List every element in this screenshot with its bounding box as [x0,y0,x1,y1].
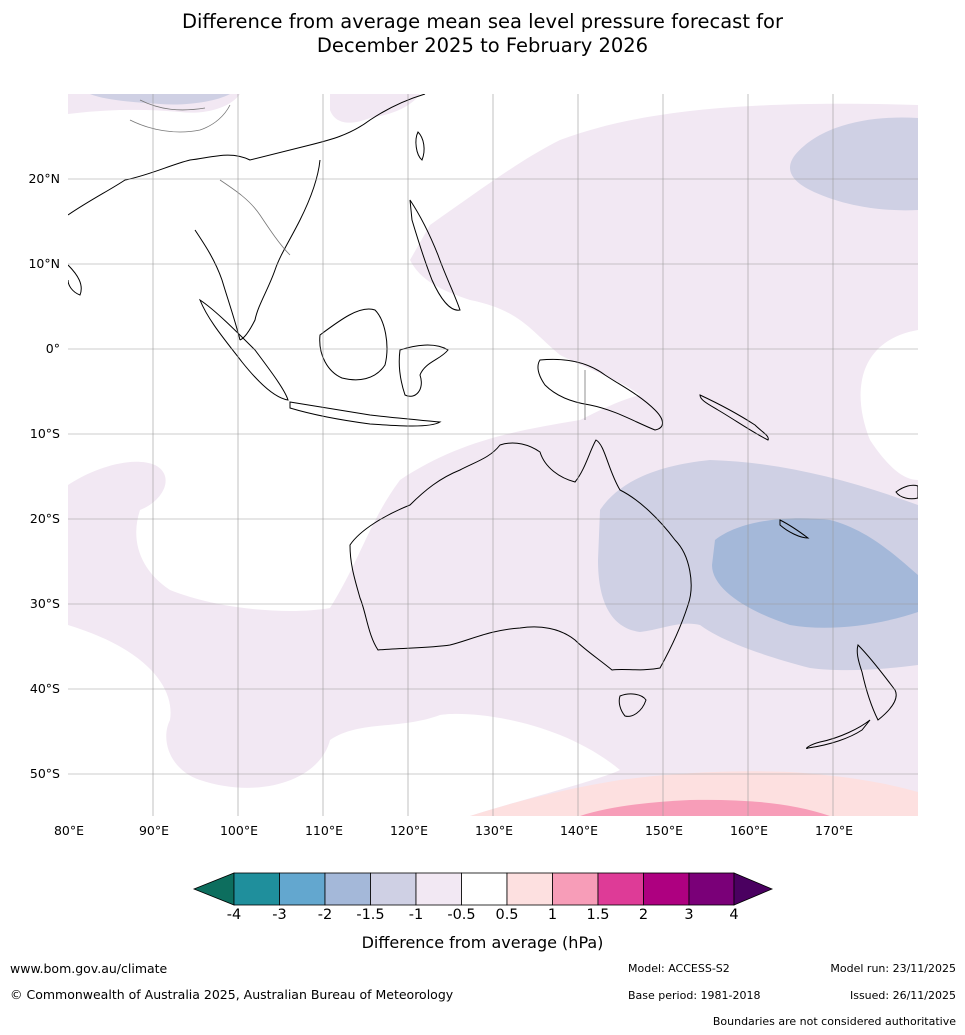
chart-title: Difference from average mean sea level p… [0,10,965,58]
coast-asia-mainland [68,94,426,341]
contour-pos-1 [580,799,830,816]
colorbar-seg-10 [643,872,690,906]
colorbar-tick-label: 2 [638,907,649,923]
lon-label-100e: 100°E [219,823,258,838]
lat-label-10n: 10°N [28,256,60,271]
contour-neg-1-5-coral [712,518,918,628]
coast-solomon-islands [699,394,769,441]
colorbar-extend-high [733,872,774,906]
colorbar-tick-label: -1.5 [356,907,385,923]
coast-tasmania [618,693,647,717]
coast-new-guinea [537,358,663,431]
lon-label-90e: 90°E [138,823,170,838]
lon-label-140e: 140°E [559,823,598,838]
colorbar-extend-low [192,872,235,906]
colorbar-seg-9 [597,872,644,906]
footer-base-period: Base period: 1981-2018 [628,989,761,1002]
lon-label-170e: 170°E [814,823,853,838]
coast-taiwan [415,131,425,161]
lat-label-0: 0° [45,341,60,356]
colorbar-seg-6 [461,872,508,906]
lat-label-40s: 40°S [29,681,60,696]
coast-java [289,401,442,427]
colorbar-tick-label: 1 [547,907,558,923]
contour-neg-1-north [90,94,230,105]
colorbar-tick-label: 3 [684,907,694,923]
contour-pos-0-5 [470,771,918,816]
lon-label-80e: 80°E [53,823,85,838]
footer-disclaimer: Boundaries are not considered authoritat… [712,1015,956,1028]
coastlines [68,94,918,749]
colorbar-seg-5 [415,872,462,906]
footer-website: www.bom.gov.au/climate [10,961,168,976]
colorbar-tick-label: -2 [317,907,333,923]
lat-label-50s: 50°S [29,766,60,781]
lat-label-20n: 20°N [28,171,60,186]
coast-new-zealand-south [806,719,871,749]
colorbar [192,872,774,906]
lon-label-130e: 130°E [474,823,513,838]
footer-copyright: © Commonwealth of Australia 2025, Austra… [10,987,454,1002]
footer-model: Model: ACCESS-S2 [628,962,730,975]
contour-neg-0-5-north-1 [330,94,420,123]
lon-label-150e: 150°E [644,823,683,838]
coast-philippines [409,199,461,311]
lat-label-30s: 30°S [29,596,60,611]
colorbar-tick-label: 4 [729,907,739,923]
contour-neg-1-northeast [790,117,918,211]
title-line-2: December 2025 to February 2026 [316,34,649,57]
footer-model-run: Model run: 23/11/2025 [830,962,956,975]
colorbar-tick-label: 1.5 [586,907,610,923]
footer-issued: Issued: 26/11/2025 [849,989,956,1002]
lat-label-20s: 20°S [29,511,60,526]
lon-label-120e: 120°E [389,823,428,838]
colorbar-tick-label: -0.5 [447,907,476,923]
coast-sumatra [198,298,289,401]
colorbar-seg-2 [279,872,326,906]
colorbar-tick-label: -1 [408,907,424,923]
coast-fiji [895,484,918,500]
colorbar-seg-7 [506,872,553,906]
colorbar-tick-label: -3 [272,907,287,923]
lon-label-160e: 160°E [729,823,768,838]
colorbar-seg-11 [688,872,735,906]
coast-new-caledonia [779,519,810,539]
graticule [68,94,918,816]
colorbar-tick-label: 0.5 [495,907,519,923]
coast-new-zealand-north [856,644,897,721]
coast-australia [349,439,692,671]
colorbar-tick-label: -4 [226,907,242,923]
coast-sulawesi [398,344,449,397]
colorbar-title: Difference from average (hPa) [361,933,604,952]
colorbar-seg-1 [233,872,280,906]
coast-india [68,264,82,296]
colorbar-seg-4 [370,872,417,906]
title-line-1: Difference from average mean sea level p… [182,10,783,33]
coast-borneo [319,308,388,381]
colorbar-seg-8 [552,872,599,906]
borders [129,99,586,420]
colorbar-seg-3 [324,872,371,906]
lon-label-110e: 110°E [304,823,343,838]
lat-label-10s: 10°S [29,426,60,441]
